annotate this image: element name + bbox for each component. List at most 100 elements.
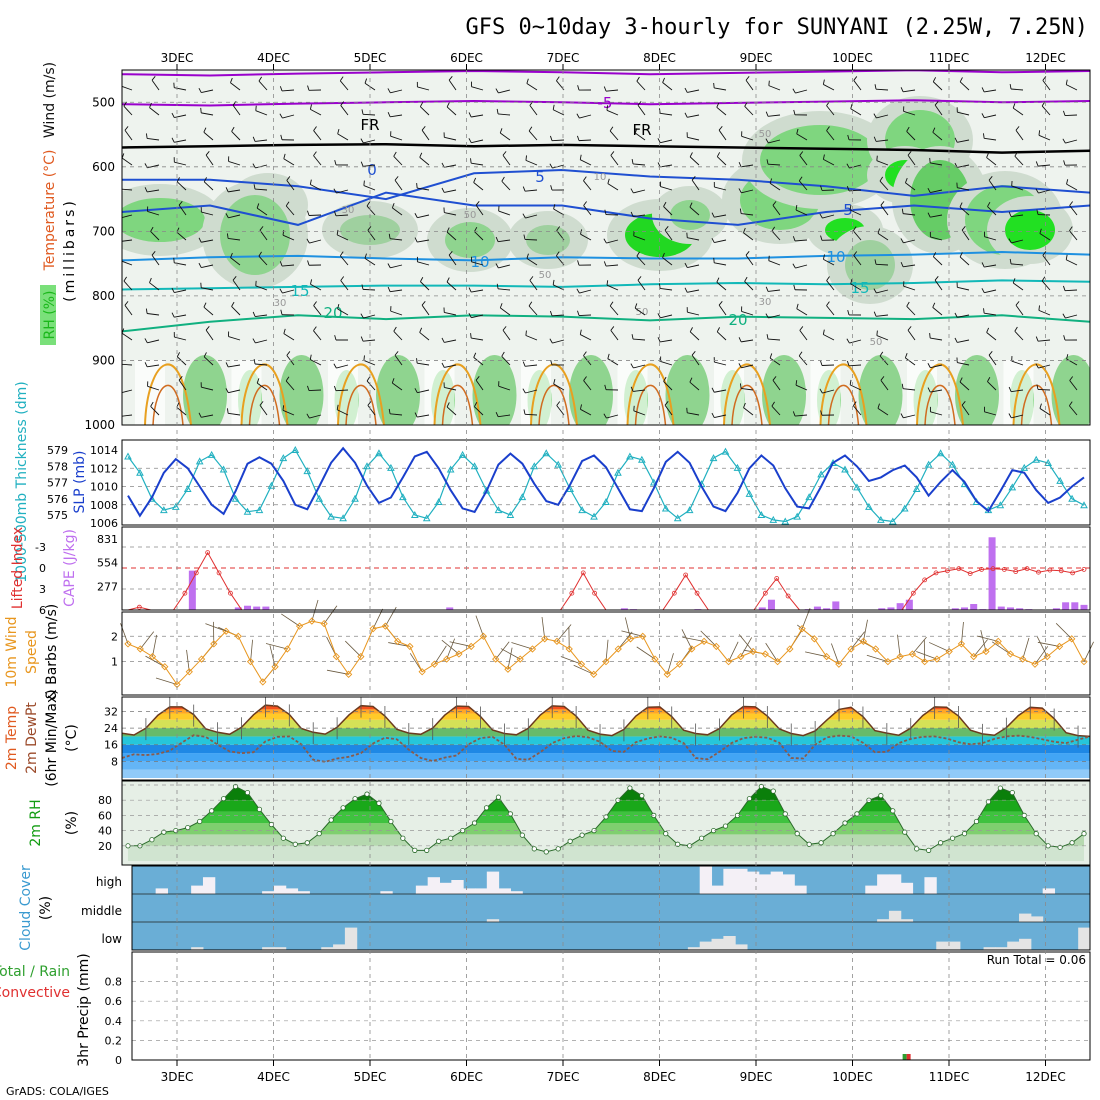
wind-barb (745, 251, 750, 256)
wind-barb (1038, 130, 1041, 136)
thickness-marker (339, 514, 347, 522)
wind-barb (525, 335, 538, 341)
wind-barb (876, 114, 889, 119)
wind-barb (419, 332, 430, 341)
wind-speed-marker (1055, 642, 1064, 651)
wind-barb (1012, 278, 1016, 284)
rh-marker (531, 846, 537, 852)
wind-barb (336, 189, 349, 194)
wind-barb (283, 328, 286, 334)
wind-barb (525, 389, 538, 394)
wind-speed-marker (712, 642, 720, 651)
wind-barb (959, 81, 970, 91)
temperature-band (122, 769, 1090, 778)
wind-barb (1011, 360, 1024, 366)
wind-barb (903, 414, 916, 419)
isotherm-loop (144, 363, 192, 425)
wind-barb (768, 260, 781, 266)
wind-barb (767, 338, 781, 341)
wind-barb (256, 382, 268, 391)
wind-barb (311, 599, 319, 622)
thickness-marker (1080, 501, 1088, 509)
wind-speed-marker (908, 650, 917, 658)
wind-barb (662, 252, 665, 258)
wind-barb (286, 351, 291, 356)
wind-barb (932, 302, 936, 308)
wind-barb (799, 155, 808, 166)
wind-barb (495, 88, 499, 94)
thickness-marker (243, 507, 252, 515)
wind-barb (475, 376, 480, 381)
lifted-index-marker (979, 567, 984, 572)
rh-contour-fill (376, 355, 420, 425)
wind-barb (203, 352, 207, 358)
temperature-axis-label: (°C) (64, 724, 80, 752)
isotherm-loop (634, 384, 667, 425)
wind-barb (687, 114, 700, 118)
wind-barb (606, 89, 619, 92)
wind-barb (419, 102, 424, 107)
wind-barb (954, 337, 958, 343)
wind-barb (604, 209, 607, 215)
panel-frame (121, 780, 1091, 866)
wind-panel: 1 2 10m Wind Speed & Barbs (m/s) (4, 599, 1094, 700)
isotherm-label: 20 (323, 304, 342, 322)
isotherm-line (122, 279, 1090, 291)
thickness-marker (709, 454, 718, 462)
wind-barb (392, 207, 403, 216)
wind-barb (718, 126, 723, 131)
wind-barb (282, 234, 295, 241)
wind-barb (337, 409, 349, 416)
wind-barb (448, 76, 453, 81)
wind-barb (879, 180, 889, 191)
wind-barb (634, 303, 638, 309)
wind-barb (930, 364, 943, 369)
wind-barb (929, 333, 931, 339)
wind-barb (119, 184, 120, 189)
wind-barb (362, 288, 376, 291)
rh-marker (842, 820, 848, 826)
wind-barb (525, 214, 538, 219)
wind-barb (444, 189, 457, 193)
cloud-bar (983, 947, 996, 950)
wind-barb (421, 126, 426, 131)
wind-barb (691, 176, 696, 181)
temperature-tick-label: 32 (104, 705, 118, 718)
precip-bar (902, 1054, 907, 1060)
wind-barb (225, 187, 229, 193)
wind-barb (522, 388, 526, 394)
wind-barb (826, 276, 830, 281)
wind-barb (660, 361, 673, 366)
wind-barb (444, 386, 457, 391)
wind-barb (231, 126, 235, 132)
lifted-index-marker (967, 571, 973, 576)
wind-barb (473, 177, 477, 183)
wind-barb (553, 109, 565, 116)
wind-barb (388, 642, 410, 647)
wind-barb (556, 76, 560, 81)
wind-barb (934, 276, 939, 281)
wind-barb (930, 337, 943, 341)
wind-barb (852, 401, 857, 407)
wind-barb (150, 226, 154, 232)
wind-barb (823, 258, 835, 266)
wind-barb (367, 230, 376, 241)
thickness-marker (1068, 494, 1076, 502)
cloud-bar (415, 885, 429, 894)
wind-barb (441, 337, 445, 343)
wind-barb (906, 131, 916, 141)
wind-barb (176, 177, 180, 183)
wind-barb (201, 89, 214, 94)
cloud-unit-label: (%) (38, 896, 54, 920)
wind-barb (849, 339, 862, 344)
wind-barb (228, 336, 241, 341)
lifted-index-marker (182, 590, 188, 596)
wind-barb (471, 114, 484, 118)
cloud-bar (273, 885, 287, 894)
wind-barb (741, 189, 754, 194)
rh-marker (221, 796, 227, 802)
panel-frame (121, 696, 1091, 781)
chart-title: GFS 0~10day 3-hourly for SUNYANI (2.25W,… (465, 15, 1088, 40)
wind-speed-marker (124, 640, 132, 648)
wind-speed-marker (541, 635, 549, 643)
